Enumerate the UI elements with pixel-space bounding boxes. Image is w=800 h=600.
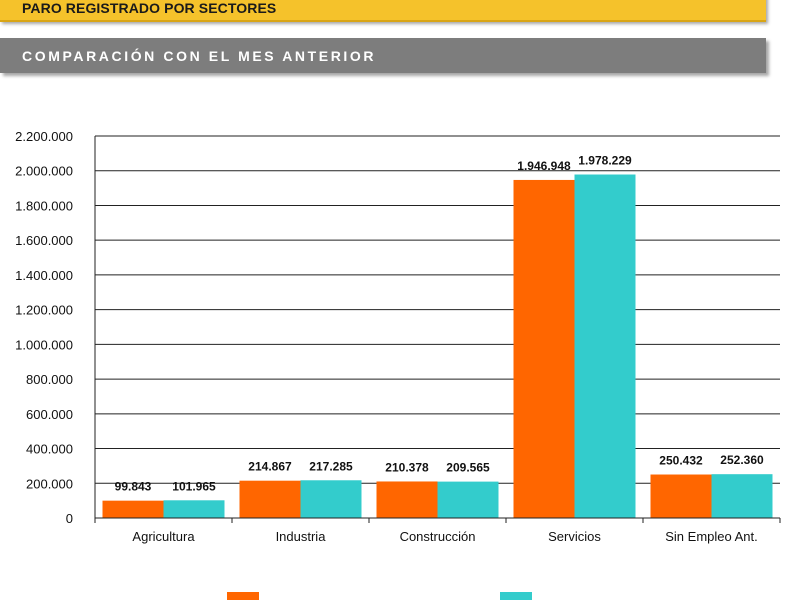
y-axis: 0 200.000 400.000 600.000 800.000 1.000.000 1.… [15, 129, 96, 526]
y-tick-label: 2.000.000 [15, 164, 73, 179]
category-label: Agricultura [132, 529, 195, 544]
y-tick-label: 800.000 [26, 372, 73, 387]
bar [711, 474, 773, 518]
data-label: 101.965 [172, 479, 216, 493]
bar [102, 500, 164, 518]
y-tick-label: 1.200.000 [15, 303, 73, 318]
bar [300, 480, 362, 518]
bar [513, 179, 575, 518]
bar [376, 481, 438, 518]
data-label: 214.867 [248, 460, 292, 474]
subtitle-banner: COMPARACIÓN CON EL MES ANTERIOR [0, 38, 766, 73]
y-tick-label: 600.000 [26, 407, 73, 422]
data-label: 99.843 [115, 480, 152, 494]
legend [227, 592, 532, 600]
data-label: 209.565 [446, 461, 490, 475]
bar [239, 480, 301, 518]
y-tick-label: 1.600.000 [15, 233, 73, 248]
y-tick-label: 1.800.000 [15, 198, 73, 213]
y-tick-label: 1.000.000 [15, 337, 73, 352]
category-label: Sin Empleo Ant. [665, 529, 758, 544]
y-tick-label: 1.400.000 [15, 268, 73, 283]
y-tick-label: 200.000 [26, 476, 73, 491]
data-label: 252.360 [720, 453, 764, 467]
gridlines [95, 135, 780, 484]
data-label: 250.432 [659, 454, 703, 468]
bar [574, 174, 636, 518]
page-subtitle: COMPARACIÓN CON EL MES ANTERIOR [22, 48, 377, 64]
data-label: 217.285 [309, 459, 353, 473]
bar [163, 500, 225, 518]
x-axis: Agricultura Industria Construcción Servicio… [94, 517, 781, 544]
y-tick-label: 0 [66, 511, 73, 526]
data-label: 210.378 [385, 460, 429, 474]
page-title: PARO REGISTRADO POR SECTORES [22, 0, 277, 16]
category-label: Servicios [548, 529, 601, 544]
y-tick-label: 2.200.000 [15, 129, 73, 144]
y-tick-label: 400.000 [26, 442, 73, 457]
data-label: 1.946.948 [517, 159, 571, 173]
bars [102, 174, 773, 518]
data-label: 1.978.229 [578, 154, 632, 168]
legend-swatch [500, 592, 532, 600]
category-label: Construcción [400, 529, 476, 544]
legend-swatch [227, 592, 259, 600]
bar [650, 474, 712, 518]
category-label: Industria [276, 529, 327, 544]
title-banner: PARO REGISTRADO POR SECTORES [0, 0, 766, 22]
data-labels: 99.843 101.965 214.867 217.285 210.378 209.56… [115, 154, 764, 494]
bar [437, 481, 499, 518]
